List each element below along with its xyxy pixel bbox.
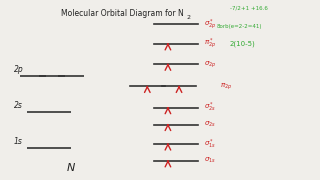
Text: -7/2+1 +16.6: -7/2+1 +16.6 — [230, 6, 268, 11]
Text: $\sigma_{1s}$: $\sigma_{1s}$ — [204, 156, 216, 165]
Text: 2p: 2p — [14, 65, 24, 74]
Text: $\pi_{2p}^*$: $\pi_{2p}^*$ — [204, 37, 217, 51]
Text: $\sigma_{2p}^*$: $\sigma_{2p}^*$ — [204, 17, 217, 32]
Text: $\sigma_{2s}$: $\sigma_{2s}$ — [204, 120, 216, 129]
Text: 1s: 1s — [14, 137, 23, 146]
Text: $\sigma_{2p}$: $\sigma_{2p}$ — [204, 59, 217, 69]
Text: 2s: 2s — [14, 101, 23, 110]
Text: 2: 2 — [187, 15, 191, 20]
Text: 2(10-5): 2(10-5) — [230, 41, 256, 47]
Text: $\pi_{2p}$: $\pi_{2p}$ — [220, 81, 232, 92]
Text: N: N — [67, 163, 76, 173]
Text: 8orb(e=2-2=41): 8orb(e=2-2=41) — [217, 24, 263, 29]
Text: Molecular Orbital Diagram for N: Molecular Orbital Diagram for N — [60, 9, 183, 18]
Text: $\sigma_{1s}^*$: $\sigma_{1s}^*$ — [204, 137, 216, 151]
Text: $\sigma_{2s}^*$: $\sigma_{2s}^*$ — [204, 101, 216, 114]
